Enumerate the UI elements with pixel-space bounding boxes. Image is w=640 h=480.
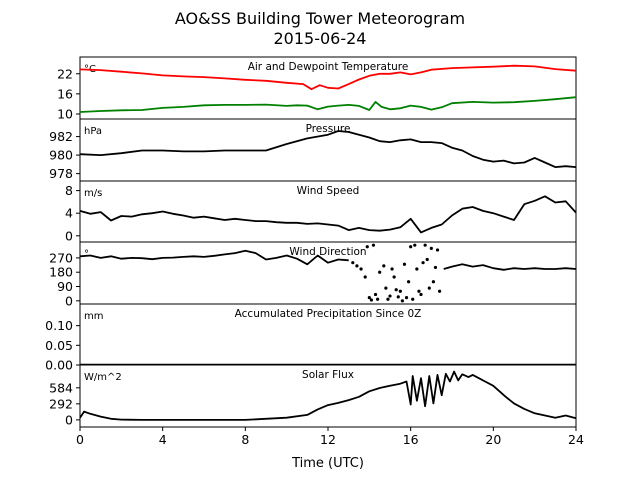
scatter-point bbox=[369, 298, 373, 302]
scatter-point bbox=[390, 267, 394, 271]
scatter-point bbox=[394, 288, 398, 292]
x-tick-label: 16 bbox=[403, 432, 419, 447]
scatter-point bbox=[396, 295, 400, 299]
scatter-point bbox=[435, 248, 440, 252]
y-tick-label: 270 bbox=[49, 250, 73, 265]
x-tick-label: 0 bbox=[76, 432, 84, 447]
scatter-point bbox=[398, 289, 402, 293]
panel-wind_speed: 0 4 8 Wind Speed m/s bbox=[65, 180, 577, 246]
y-tick-label: 0.10 bbox=[45, 318, 73, 333]
y-tick-label: 22 bbox=[57, 66, 73, 81]
y-tick-label: 180 bbox=[49, 265, 73, 280]
y-tick-label: 292 bbox=[49, 396, 73, 411]
scatter-point bbox=[417, 289, 421, 293]
scatter-point bbox=[388, 294, 392, 298]
panel-frame bbox=[79, 241, 577, 305]
panel-unit-label: mm bbox=[84, 311, 103, 322]
panel-pressure: 978 980 982 Pressure hPa bbox=[49, 118, 577, 185]
y-tick-label: 0.05 bbox=[45, 338, 73, 353]
y-tick-label: 8 bbox=[65, 183, 73, 198]
scatter-point bbox=[423, 243, 427, 247]
x-axis-label: Time (UTC) bbox=[291, 456, 364, 471]
series-line-1 bbox=[79, 64, 577, 91]
y-tick-label: 584 bbox=[49, 380, 73, 395]
series-line-1 bbox=[79, 195, 577, 234]
figure-title: AO&SS Building Tower Meteorogram bbox=[175, 9, 465, 28]
scatter-point bbox=[373, 292, 378, 297]
scatter-point bbox=[413, 243, 417, 247]
panel-title: Solar Flux bbox=[302, 369, 354, 381]
y-tick-label: 0 bbox=[65, 228, 73, 243]
scatter-point bbox=[419, 292, 423, 297]
x-tick-label: 20 bbox=[485, 432, 501, 447]
scatter-point bbox=[351, 261, 355, 265]
y-tick-label: 10 bbox=[57, 106, 73, 121]
scatter-point bbox=[382, 264, 386, 268]
panel-unit-label: W/m^2 bbox=[84, 372, 122, 383]
scatter-point bbox=[433, 265, 438, 270]
x-tick-label: 12 bbox=[320, 432, 336, 447]
panel-title: Accumulated Precipitation Since 0Z bbox=[235, 308, 422, 320]
scatter-point bbox=[407, 280, 411, 284]
x-tick-label: 4 bbox=[159, 432, 167, 447]
panel-frame bbox=[79, 364, 577, 428]
scatter-point bbox=[386, 297, 390, 301]
panel-unit-label: ° bbox=[84, 249, 89, 260]
panel-unit-label: hPa bbox=[84, 126, 102, 137]
y-tick-label: 4 bbox=[65, 206, 73, 221]
scatter-point bbox=[392, 275, 396, 279]
scatter-point bbox=[363, 275, 367, 279]
scatter-point bbox=[365, 245, 369, 249]
y-tick-label: 982 bbox=[49, 129, 73, 144]
panel-title: Wind Speed bbox=[297, 185, 360, 197]
scatter-point bbox=[438, 289, 442, 293]
series-line-2 bbox=[443, 263, 577, 271]
scatter-point bbox=[371, 243, 376, 247]
scatter-point bbox=[367, 296, 371, 300]
panel-title: Pressure bbox=[306, 123, 351, 135]
y-tick-label: 978 bbox=[49, 166, 73, 181]
panel-title: Air and Dewpoint Temperature bbox=[248, 61, 409, 73]
scatter-point bbox=[376, 297, 380, 301]
scatter-point bbox=[427, 286, 431, 290]
scatter-point bbox=[404, 296, 409, 300]
x-tick-label: 8 bbox=[241, 432, 249, 447]
series-line-1 bbox=[79, 130, 577, 169]
x-tick-label: 24 bbox=[568, 432, 584, 447]
panel-title: Wind Direction bbox=[289, 246, 366, 258]
y-tick-label: 90 bbox=[57, 279, 73, 294]
scatter-point bbox=[431, 280, 435, 284]
scatter-point bbox=[425, 257, 429, 262]
panel-precip: 0.00 0.05 0.10 Accumulated Precipitation Si… bbox=[45, 303, 577, 373]
scatter-point bbox=[409, 245, 413, 249]
scatter-point bbox=[384, 286, 388, 290]
y-tick-label: 980 bbox=[49, 148, 73, 163]
y-tick-label: 0 bbox=[65, 293, 73, 308]
series-line-2 bbox=[79, 96, 577, 113]
y-tick-label: 0 bbox=[65, 412, 73, 427]
scatter-point bbox=[378, 270, 382, 274]
scatter-point bbox=[429, 246, 433, 250]
panel-frame bbox=[79, 303, 577, 366]
figure-subtitle: 2015-06-24 bbox=[274, 29, 367, 48]
y-tick-label: 16 bbox=[57, 86, 73, 101]
panel-unit-label: m/s bbox=[84, 188, 102, 199]
scatter-point bbox=[359, 267, 363, 271]
scatter-point bbox=[415, 267, 419, 271]
scatter-point bbox=[421, 261, 425, 265]
scatter-point bbox=[402, 262, 407, 266]
series-line-1 bbox=[79, 249, 349, 266]
y-tick-label: 0.00 bbox=[45, 358, 73, 373]
scatter-point bbox=[411, 297, 415, 301]
scatter-point bbox=[400, 299, 404, 303]
scatter-point bbox=[355, 264, 359, 268]
series-line-1 bbox=[79, 370, 577, 421]
